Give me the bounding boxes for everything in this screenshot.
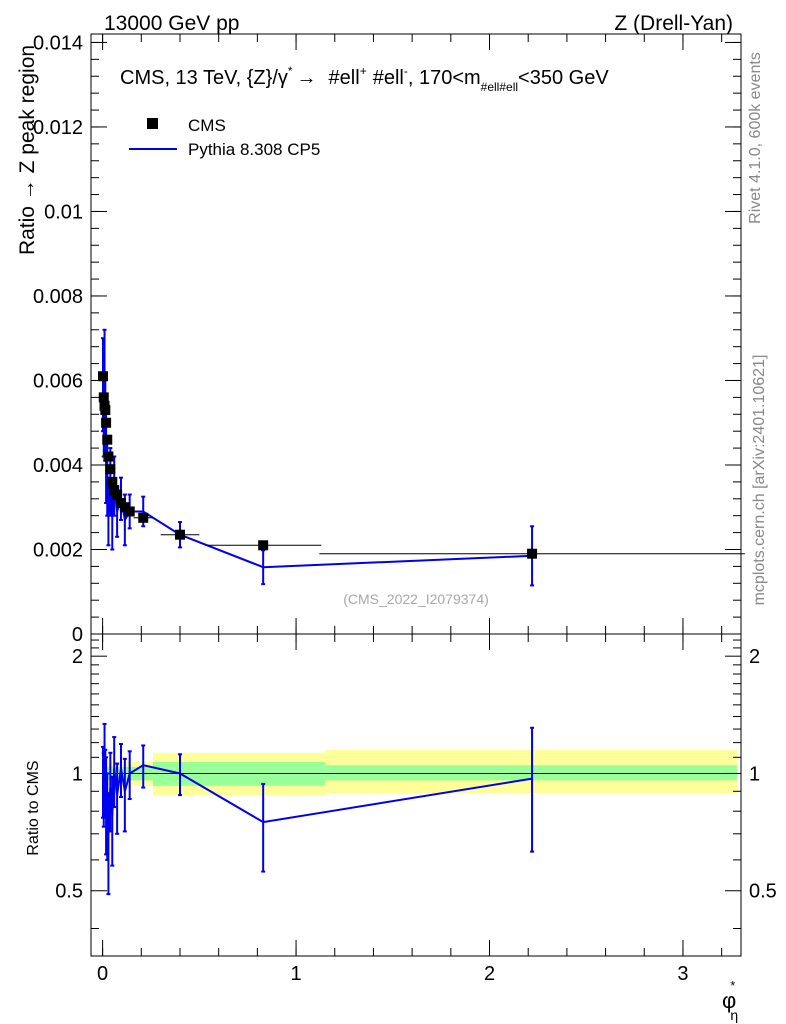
ratio-tick-label-right: 2	[749, 646, 760, 668]
data-point	[101, 417, 112, 428]
header-left-label: 13000 GeV pp	[104, 12, 239, 35]
y-tick-label: 0.004	[33, 455, 83, 477]
x-tick-label: 0	[97, 963, 108, 985]
ratio-tick-label-right: 0.5	[749, 881, 777, 903]
ratio-tick-label: 1	[72, 763, 83, 785]
data-point	[258, 540, 269, 551]
y-tick-label: 0.006	[33, 370, 83, 392]
chart-title: CMS, 13 TeV, {Z}/γ* → #ell+ #ell-, 170<m#el…	[120, 64, 609, 94]
x-tick-label: 2	[484, 963, 495, 985]
ratio-panel: 0.5 0.5 1 1 2 2 0 1 2 3	[55, 633, 777, 985]
legend-cms-label: CMS	[188, 116, 226, 135]
y-tick-label: 0.01	[44, 201, 83, 223]
data-point	[97, 371, 108, 382]
mc-line	[102, 384, 533, 569]
rivet-label: Rivet 4.1.0, 600k events	[747, 52, 764, 224]
source-label: mcplots.cern.ch [arXiv:2401.10621]	[751, 355, 768, 606]
x-tick-label: 1	[290, 963, 301, 985]
data-point	[107, 476, 118, 487]
x-tick-label: 3	[677, 963, 688, 985]
y-axis-label: Ratio → Z peak region	[16, 45, 39, 255]
ratio-tick-label: 2	[72, 646, 83, 668]
legend-cms-marker	[147, 118, 158, 129]
header-right-label: Z (Drell-Yan)	[614, 12, 733, 35]
data-point	[98, 392, 109, 403]
data-point	[105, 464, 116, 475]
ratio-y-axis-label: Ratio to CMS	[25, 760, 42, 855]
data-point	[174, 529, 185, 540]
legend-mc-label: Pythia 8.308 CP5	[188, 140, 320, 159]
y-tick-label: 0.014	[33, 32, 83, 54]
ratio-line	[102, 758, 533, 837]
legend: CMS Pythia 8.308 CP5	[129, 116, 320, 159]
y-tick-label: 0.002	[33, 539, 83, 561]
data-point	[112, 489, 123, 500]
ratio-tick-label: 0.5	[55, 881, 83, 903]
y-tick-label: 0	[72, 624, 83, 646]
data-point	[124, 506, 135, 517]
ratio-tick-label-right: 1	[749, 763, 760, 785]
data-point	[100, 405, 111, 416]
data-point	[527, 548, 538, 559]
y-tick-label: 0.012	[33, 117, 83, 139]
data-point	[103, 451, 114, 462]
ratio-frame	[90, 633, 742, 957]
data-point	[138, 512, 149, 523]
analysis-tag: (CMS_2022_I2079374)	[343, 591, 489, 607]
main-panel: 0 0.002 0.004 0.006 0.008 0.01 0.012 0.014	[33, 32, 745, 646]
x-axis-label: φ* η	[722, 978, 738, 1023]
y-tick-label: 0.008	[33, 286, 83, 308]
data-point	[102, 434, 113, 445]
